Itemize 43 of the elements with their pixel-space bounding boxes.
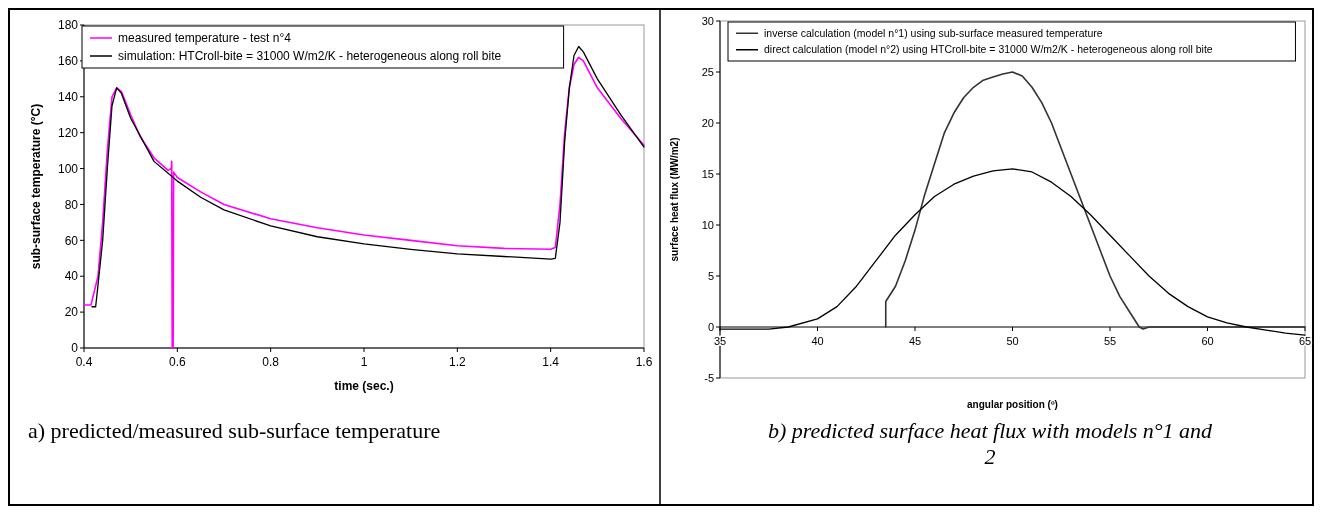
y-tick-label: 0 <box>707 320 714 333</box>
x-tick-label: 60 <box>1201 335 1214 347</box>
y-tick-label: 120 <box>57 125 79 140</box>
y-tick-label: 10 <box>701 218 714 231</box>
line-series <box>884 71 1306 330</box>
x-tick-label: 50 <box>1006 335 1019 347</box>
y-tick-label: 160 <box>57 54 79 69</box>
x-tick-label: 45 <box>908 335 922 347</box>
text: b) predicted surface heat flux with models n°1 and 2 <box>767 418 1214 469</box>
y-tick-label: 25 <box>701 65 714 78</box>
y-axis-title: sub-surface temperature (°C) <box>29 103 43 270</box>
x-tick-label: 40 <box>811 335 824 347</box>
legend-label: simulation: HTCroll-bite = 31000 W/m2/K - heterogeneous along roll bite <box>118 49 502 64</box>
x-tick-label: 1 <box>360 355 368 369</box>
x-tick-label: 0.6 <box>168 355 186 369</box>
x-tick-label: 1.2 <box>448 355 466 369</box>
legend-label: measured temperature - test n°4 <box>118 31 292 46</box>
y-tick-label: 30 <box>701 14 714 27</box>
y-tick-label: 100 <box>57 161 79 176</box>
y-tick-label: 0 <box>71 341 79 356</box>
x-tick-label: 0.4 <box>75 355 93 369</box>
y-tick-label: 20 <box>701 116 714 129</box>
y-tick-label: 140 <box>57 89 79 104</box>
y-tick-label: 15 <box>701 167 714 180</box>
x-tick-label: 55 <box>1103 335 1117 347</box>
y-tick-label: 40 <box>64 269 79 284</box>
x-tick-label: 65 <box>1298 335 1312 347</box>
y-tick-label: 60 <box>64 233 79 248</box>
x-tick-label: 1.6 <box>635 355 653 369</box>
y-tick-label: 180 <box>57 18 79 33</box>
line-series <box>91 45 645 308</box>
text: a) predicted/measured sub-surface temperature <box>28 418 441 443</box>
x-axis-title: time (sec.) <box>334 379 394 393</box>
y-tick-label: 5 <box>707 269 714 282</box>
x-axis-title: angular position (º) <box>967 399 1058 410</box>
legend-label: inverse calculation (model n°1) using sub-surface measured temperature <box>764 26 1103 39</box>
y-tick-label: 20 <box>64 305 79 320</box>
legend-label: direct calculation (model n°2) using HTCroll-bite = 31000 W/m2/K - heterogeneous along roll bite <box>764 43 1213 56</box>
y-axis-title: surface heat flux (MW/m2) <box>669 137 680 262</box>
x-tick-label: 1.4 <box>542 355 560 369</box>
y-tick-label: 80 <box>64 197 79 212</box>
x-tick-label: 0.8 <box>262 355 280 369</box>
y-tick-label: -5 <box>704 371 714 384</box>
